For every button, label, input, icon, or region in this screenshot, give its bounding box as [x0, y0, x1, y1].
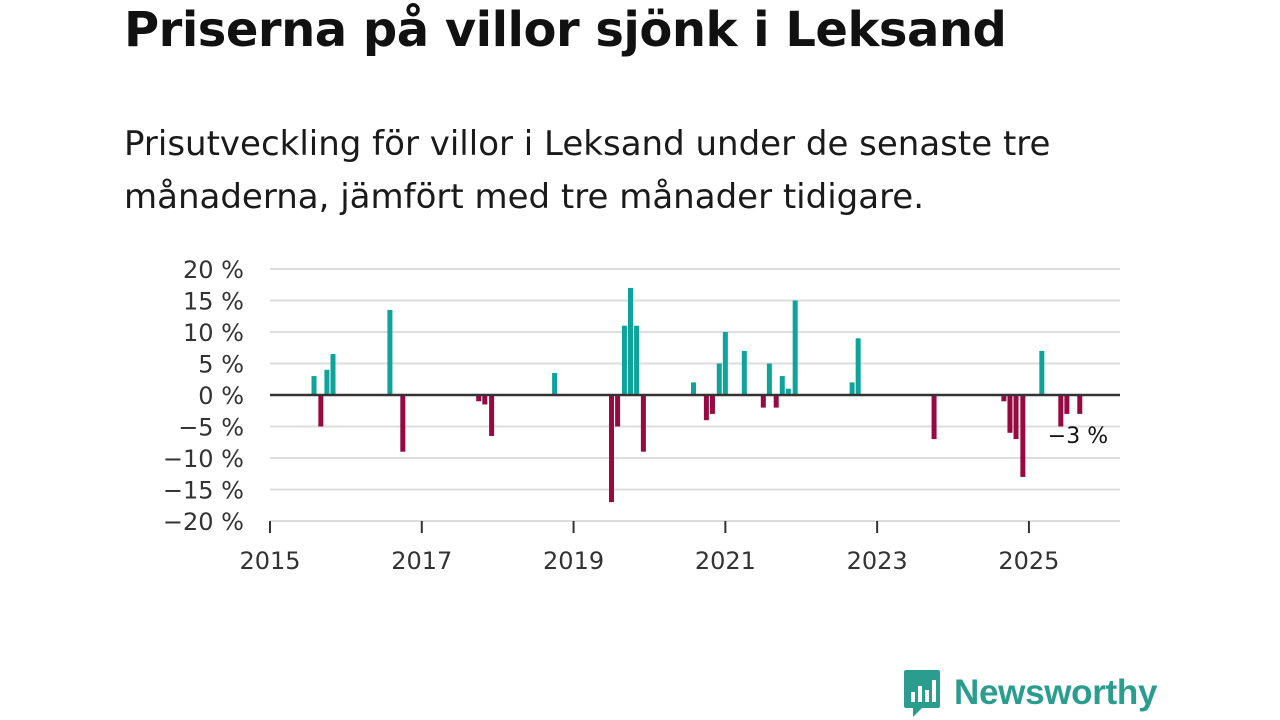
bar [1058, 395, 1064, 427]
bar [627, 287, 633, 395]
bar [785, 388, 791, 395]
y-tick-label: 15 % [183, 288, 244, 316]
y-tick-label: −10 % [163, 445, 244, 473]
bar [1077, 395, 1083, 414]
bar [722, 332, 728, 395]
bar [615, 395, 621, 427]
newsworthy-logo: Newsworthy [902, 668, 1157, 718]
x-tick-label: 2021 [695, 547, 756, 575]
bar [621, 325, 627, 395]
bar [311, 376, 317, 395]
bar [482, 395, 488, 405]
x-tick-label: 2023 [847, 547, 908, 575]
x-tick-label: 2025 [998, 547, 1059, 575]
bar [1039, 350, 1045, 395]
bar [690, 382, 696, 395]
y-tick-label: −20 % [163, 508, 244, 536]
bar [792, 300, 798, 395]
x-tick-label: 2015 [239, 547, 300, 575]
bar [1020, 395, 1026, 477]
bar [387, 309, 393, 395]
logo-text: Newsworthy [954, 673, 1158, 712]
bar [318, 395, 324, 427]
bar [400, 395, 406, 452]
bar [489, 395, 495, 436]
bar [1064, 395, 1070, 414]
x-tick-label: 2017 [391, 547, 452, 575]
bar [1001, 395, 1007, 402]
bar [855, 338, 861, 395]
bar [552, 372, 558, 395]
bar [640, 395, 646, 452]
bar-chart-speech-bubble-icon [904, 670, 940, 717]
y-tick-label: −5 % [178, 414, 244, 442]
chart-subtitle: Prisutveckling för villor i Leksand unde… [124, 124, 1051, 217]
bar [634, 325, 640, 395]
bar [330, 354, 336, 395]
bar [741, 350, 747, 395]
bar [1013, 395, 1019, 440]
bar [779, 376, 785, 395]
chart-title: Priserna på villor sjönk i Leksand [124, 2, 1007, 58]
latest-value-label: −3 % [1048, 424, 1108, 449]
y-tick-label: 10 % [183, 319, 244, 347]
bar [716, 363, 722, 395]
x-tick-label: 2019 [543, 547, 604, 575]
y-tick-label: 0 % [198, 382, 244, 410]
y-tick-label: −15 % [163, 477, 244, 505]
y-tick-label: 20 % [183, 256, 244, 284]
bar [703, 395, 709, 421]
bar [324, 369, 330, 395]
bar [476, 395, 482, 402]
bar [609, 395, 615, 503]
bar [766, 363, 772, 395]
bar [760, 395, 766, 408]
bar [773, 395, 779, 408]
bar [849, 382, 855, 395]
y-tick-label: 5 % [198, 351, 244, 379]
bar [931, 395, 937, 440]
bar [1007, 395, 1013, 433]
bar [709, 395, 715, 414]
